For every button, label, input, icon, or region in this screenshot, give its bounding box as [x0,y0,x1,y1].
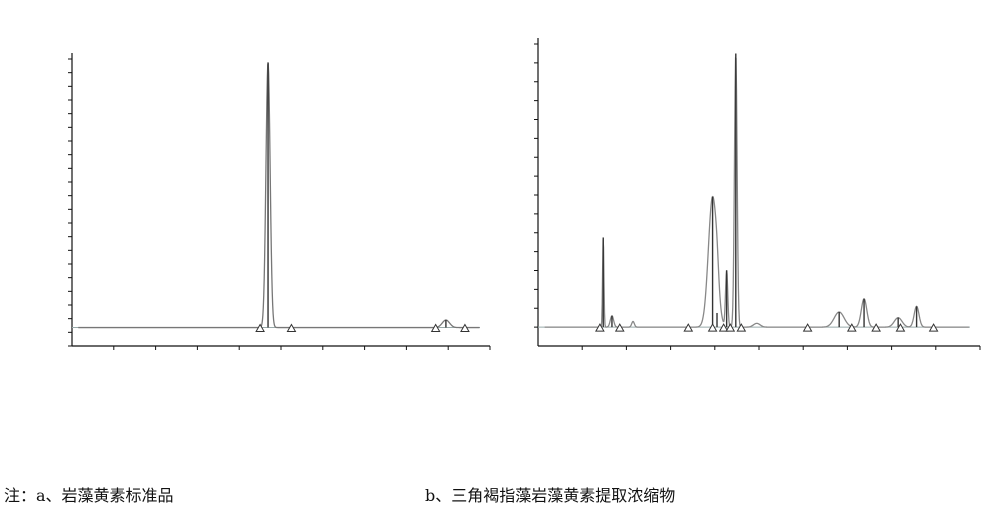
chart-b [534,38,980,350]
chromatogram-trace [545,57,969,327]
chromatogram-trace [78,63,479,327]
caption-b: b、三角褐指藻岩藻黄素提取浓缩物 [425,482,675,506]
caption-a: 注：a、岩藻黄素标准品 [4,482,174,506]
chart-a [68,53,490,350]
